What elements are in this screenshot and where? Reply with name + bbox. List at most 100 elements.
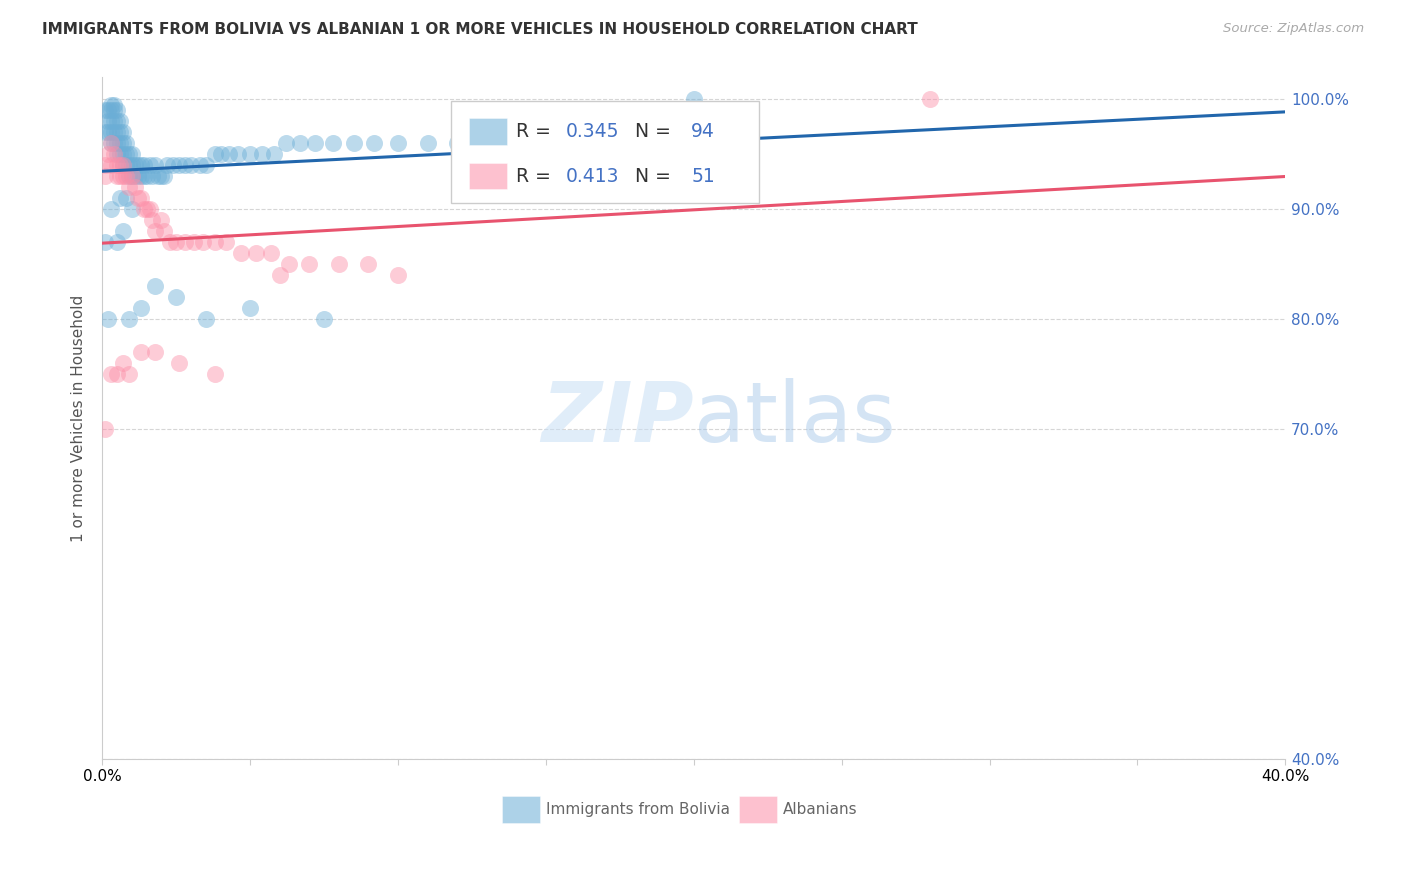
Point (129, 158, 152, 172)
Point (156, 158, 179, 172)
Point (274, 136, 297, 151)
Point (111, 169, 134, 184)
Text: 94: 94 (692, 122, 716, 141)
Point (115, 136, 138, 151)
Point (165, 290, 187, 304)
Point (94, 103, 117, 118)
Point (416, 136, 439, 151)
Point (100, 98, 122, 112)
Point (204, 235, 226, 250)
Point (180, 158, 202, 172)
Point (97, 125, 120, 139)
Text: Source: ZipAtlas.com: Source: ZipAtlas.com (1223, 22, 1364, 36)
Text: R =: R = (516, 167, 557, 186)
Point (127, 191, 149, 205)
Point (124, 158, 146, 172)
Point (97, 147, 120, 161)
Point (115, 158, 138, 172)
Point (94, 125, 117, 139)
Point (111, 356, 134, 370)
Point (111, 224, 134, 238)
Point (162, 158, 184, 172)
Point (97, 312, 120, 326)
Point (141, 169, 163, 184)
Point (111, 158, 134, 172)
Point (105, 103, 128, 118)
Point (153, 169, 176, 184)
Point (194, 312, 217, 326)
FancyBboxPatch shape (451, 102, 759, 203)
Point (269, 268, 291, 283)
Point (105, 147, 128, 161)
Point (298, 257, 321, 271)
Point (105, 136, 128, 151)
Point (111, 125, 134, 139)
Point (387, 268, 409, 283)
Point (174, 235, 197, 250)
Text: 0.413: 0.413 (567, 167, 620, 186)
Point (239, 147, 262, 161)
Point (103, 136, 125, 151)
Point (97, 114, 120, 128)
Point (231, 246, 253, 260)
Point (322, 136, 344, 151)
Point (118, 367, 141, 381)
Point (226, 147, 249, 161)
Point (103, 125, 125, 139)
Point (118, 169, 141, 184)
Point (105, 169, 128, 184)
Text: Albanians: Albanians (783, 802, 858, 817)
Point (290, 136, 312, 151)
Point (121, 147, 143, 161)
Point (127, 169, 149, 184)
Point (121, 169, 143, 184)
Point (100, 158, 122, 172)
Point (204, 367, 226, 381)
Point (343, 136, 366, 151)
Point (100, 367, 122, 381)
Point (108, 191, 131, 205)
Text: N =: N = (623, 167, 676, 186)
Point (150, 169, 173, 184)
Text: Immigrants from Bolivia: Immigrants from Bolivia (546, 802, 730, 817)
FancyBboxPatch shape (470, 118, 506, 145)
Point (167, 356, 190, 370)
Point (682, 92, 704, 106)
Point (94, 169, 117, 184)
Point (505, 125, 527, 139)
Point (111, 147, 134, 161)
Point (121, 158, 143, 172)
Point (103, 147, 125, 161)
Point (263, 147, 285, 161)
Text: atlas: atlas (693, 377, 896, 458)
Point (191, 235, 214, 250)
Point (153, 224, 176, 238)
Point (118, 180, 141, 194)
Point (103, 98, 125, 112)
Point (277, 257, 299, 271)
Point (115, 191, 138, 205)
Point (148, 169, 170, 184)
Point (138, 202, 160, 217)
Point (188, 158, 211, 172)
Point (260, 246, 283, 260)
Point (121, 202, 143, 217)
Point (920, 92, 942, 106)
Text: 51: 51 (692, 167, 716, 186)
Point (100, 125, 122, 139)
Point (534, 125, 557, 139)
Text: N =: N = (623, 122, 676, 141)
Point (108, 169, 131, 184)
Point (132, 169, 155, 184)
Point (108, 147, 131, 161)
Point (446, 136, 468, 151)
Point (209, 147, 232, 161)
Point (124, 169, 146, 184)
Point (387, 136, 409, 151)
Point (312, 312, 335, 326)
Point (100, 136, 122, 151)
Point (357, 257, 380, 271)
Text: 0.345: 0.345 (567, 122, 620, 141)
Point (105, 158, 128, 172)
Point (215, 235, 238, 250)
